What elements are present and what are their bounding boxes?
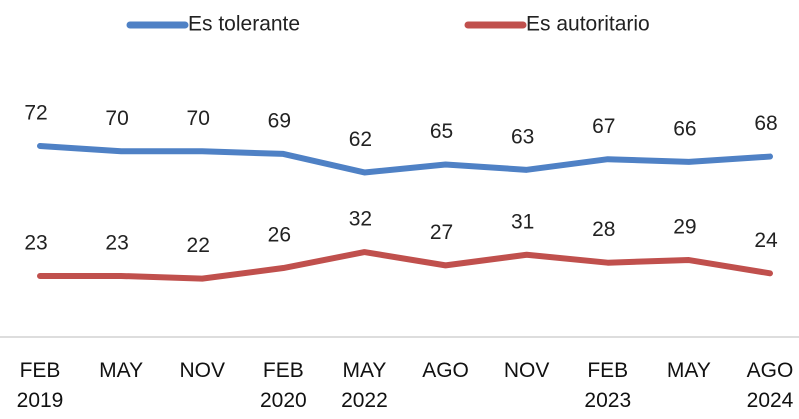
data-label: 65 bbox=[430, 120, 453, 143]
data-label: 70 bbox=[187, 107, 210, 130]
x-tick-label: FEB 2020 bbox=[259, 359, 307, 412]
x-tick-label: NOV bbox=[503, 359, 550, 382]
data-label: 69 bbox=[268, 109, 291, 132]
x-tick-label: FEB 2019 bbox=[16, 359, 64, 412]
data-label: 66 bbox=[673, 117, 696, 140]
data-label: 27 bbox=[430, 221, 453, 244]
data-label: 70 bbox=[105, 107, 128, 130]
data-label: 23 bbox=[105, 232, 128, 255]
data-label: 24 bbox=[754, 229, 778, 252]
data-label: 67 bbox=[592, 115, 615, 138]
data-label: 72 bbox=[24, 101, 47, 124]
x-tick-label: AGO 2024 bbox=[746, 359, 794, 412]
data-label: 32 bbox=[349, 208, 372, 231]
x-tick-label: FEB 2023 bbox=[584, 359, 632, 412]
series-line bbox=[37, 142, 773, 176]
data-label: 26 bbox=[268, 224, 291, 247]
data-label: 23 bbox=[24, 232, 47, 255]
data-label: 63 bbox=[511, 125, 534, 148]
data-label: 31 bbox=[511, 210, 534, 233]
series-line bbox=[37, 249, 773, 282]
data-label: 68 bbox=[754, 112, 777, 135]
x-tick-label: MAY 2022 bbox=[341, 359, 388, 412]
data-label: 29 bbox=[673, 216, 696, 239]
data-label: 62 bbox=[349, 128, 372, 151]
x-tick-label: AGO bbox=[422, 359, 469, 382]
x-tick-label: NOV bbox=[179, 359, 225, 382]
legend-label: Es autoritario bbox=[526, 13, 650, 36]
x-tick-label: MAY bbox=[666, 359, 711, 382]
legend-label: Es tolerante bbox=[188, 13, 300, 36]
data-label: 22 bbox=[187, 234, 210, 257]
data-label: 28 bbox=[592, 218, 615, 241]
x-tick-label: MAY bbox=[99, 359, 144, 382]
